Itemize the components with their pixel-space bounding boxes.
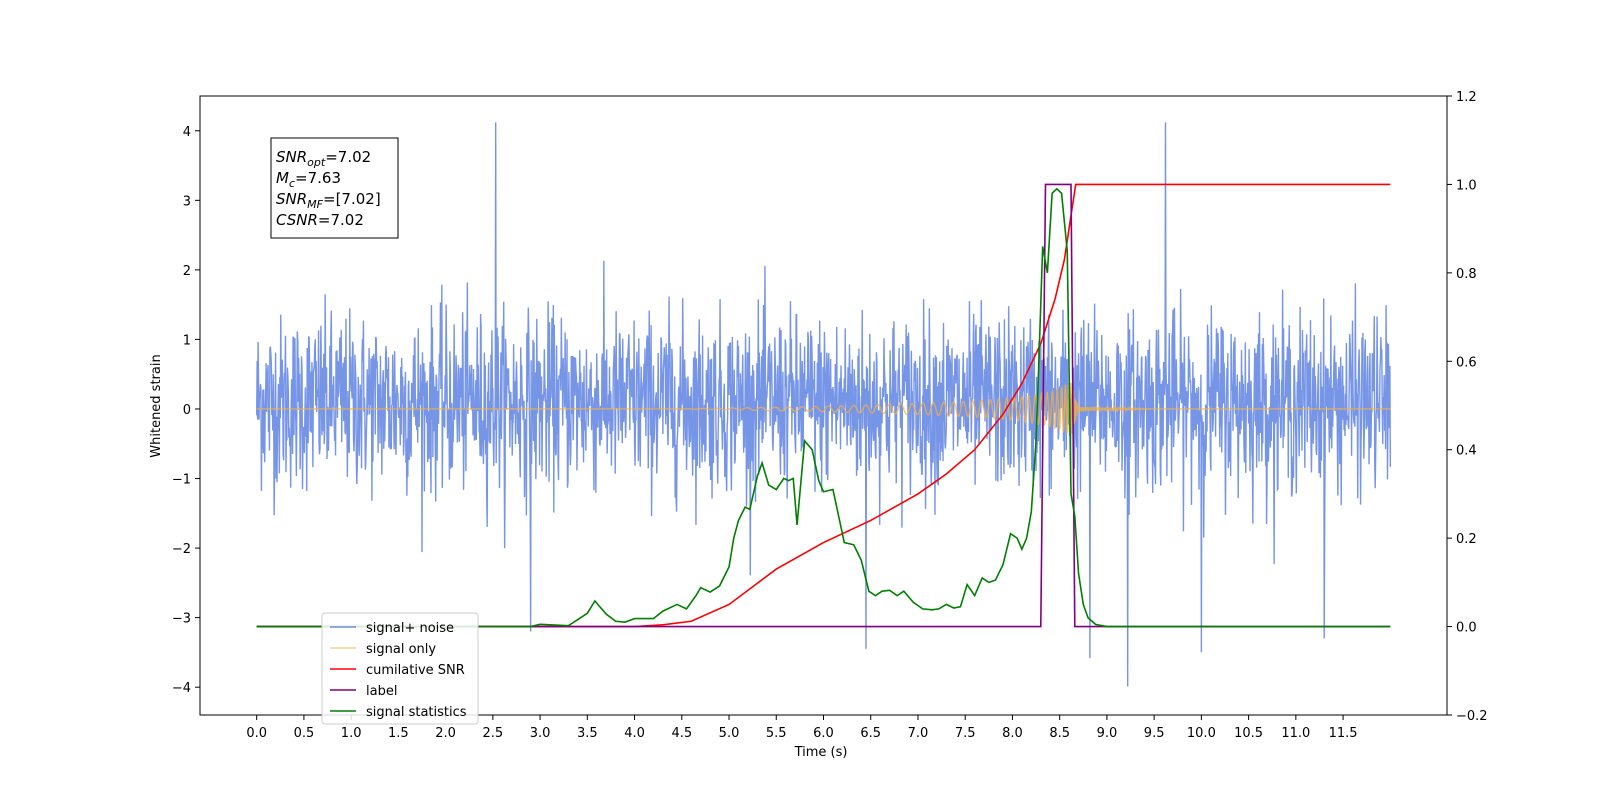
y2-tick-label: 0.4 [1456, 444, 1477, 459]
x-tick-label: 8.5 [1049, 726, 1070, 741]
x-tick-label: 2.0 [435, 726, 456, 741]
x-tick-label: 3.0 [530, 726, 551, 741]
y2-axis-ticks: −0.2 0.0 0.2 0.4 0.6 0.8 1.0 1.2 [1447, 90, 1488, 724]
y-tick-label: 0 [183, 403, 191, 418]
legend-label: signal only [366, 642, 436, 657]
x-tick-label: 6.5 [860, 726, 881, 741]
legend-label: signal+ noise [366, 621, 454, 636]
x-tick-label: 1.5 [388, 726, 409, 741]
series-signal-statistics-line [256, 187, 1391, 628]
series-layer [255, 122, 1392, 687]
x-tick-label: 2.5 [483, 726, 504, 741]
y-tick-label: 1 [183, 333, 191, 348]
y2-tick-label: −0.2 [1456, 709, 1488, 724]
x-tick-label: 1.0 [341, 726, 362, 741]
legend-label: signal statistics [366, 705, 467, 720]
x-tick-label: 9.0 [1097, 726, 1118, 741]
y-tick-label: 3 [183, 194, 191, 209]
legend: signal+ noise signal only cumilative SNR la… [321, 612, 479, 725]
x-tick-label: 7.0 [908, 726, 929, 741]
y-tick-label: −2 [172, 542, 191, 557]
x-axis-ticks: 0.0 0.5 1.0 1.5 2.0 2.5 3.0 3.5 4.0 4.5 5.0 5.5 6.0 6… [246, 715, 1358, 741]
x-tick-label: 0.0 [246, 726, 267, 741]
y-tick-label: 2 [183, 264, 191, 279]
y2-tick-label: 0.8 [1456, 267, 1477, 282]
legend-frame [321, 612, 479, 725]
x-tick-label: 3.5 [577, 726, 598, 741]
y-tick-label: −4 [172, 681, 191, 696]
x-tick-label: 5.5 [766, 726, 787, 741]
x-tick-label: 0.5 [294, 726, 315, 741]
x-tick-label: 5.0 [719, 726, 740, 741]
y-tick-label: −1 [172, 473, 191, 488]
x-tick-label: 11.0 [1281, 726, 1310, 741]
annotation-line: CSNR=7.02 [276, 211, 364, 229]
annotation-line: SNRMF=[7.02] [276, 190, 381, 211]
y-tick-label: −3 [172, 612, 191, 627]
y-axis-ticks: −4 −3 −2 −1 0 1 2 3 4 [172, 125, 200, 696]
y2-tick-label: 0.6 [1456, 355, 1477, 370]
x-tick-label: 10.0 [1187, 726, 1216, 741]
x-tick-label: 7.5 [955, 726, 976, 741]
series-cumilative-snr-line [256, 183, 1391, 628]
x-axis-label: Time (s) [794, 745, 848, 760]
legend-label: label [366, 684, 397, 699]
x-tick-label: 4.5 [671, 726, 692, 741]
annotation-line: SNRopt=7.02 [276, 148, 371, 169]
series-signal-only-line [256, 382, 1391, 436]
y-axis-label: Whitened strain [149, 354, 164, 457]
x-tick-label: 9.5 [1144, 726, 1165, 741]
y2-tick-label: 0.2 [1456, 532, 1477, 547]
annotation-frame [270, 137, 399, 239]
legend-label: cumilative SNR [366, 663, 465, 678]
x-tick-label: 8.0 [1002, 726, 1023, 741]
y2-tick-label: 1.0 [1456, 178, 1477, 193]
y2-tick-label: 1.2 [1456, 90, 1477, 105]
x-tick-label: 4.0 [624, 726, 645, 741]
y-tick-label: 4 [183, 125, 191, 140]
series-signal-noise-line [255, 122, 1392, 687]
x-tick-label: 11.5 [1329, 726, 1358, 741]
y2-tick-label: 0.0 [1456, 621, 1477, 636]
x-tick-label: 6.0 [813, 726, 834, 741]
x-tick-label: 10.5 [1234, 726, 1263, 741]
annotation-line: Mc=7.63 [276, 169, 341, 190]
